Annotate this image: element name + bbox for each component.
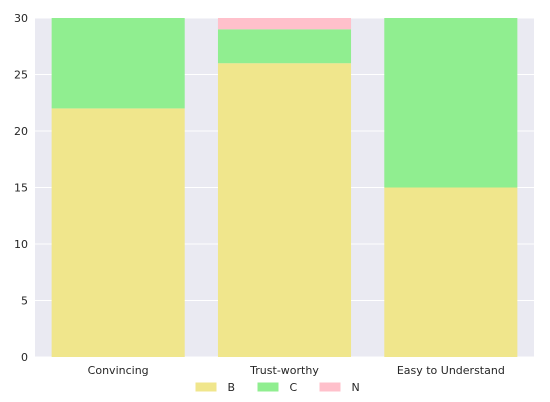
legend-swatch-c [257,382,279,392]
y-tick-label: 5 [21,295,28,308]
x-axis-ticks: Convincing Trust-worthy Easy to Understand [88,364,505,377]
legend-swatch-n [319,382,341,392]
y-tick-label: 0 [21,351,28,364]
legend-label-c: C [290,381,298,394]
legend-label-b: B [228,381,236,394]
x-tick-label: Trust-worthy [249,364,319,377]
bar-c-trust-worthy [217,29,352,64]
y-tick-label: 15 [14,182,28,195]
y-tick-label: 25 [14,69,28,82]
y-tick-label: 20 [14,125,28,138]
bar-b-easy-to-understand [384,187,518,357]
bar-c-easy-to-understand [384,18,518,188]
bar-b-trust-worthy [217,63,352,357]
x-tick-label: Convincing [88,364,149,377]
y-tick-label: 30 [14,12,28,25]
bars [51,18,518,358]
bar-n-trust-worthy [217,18,352,30]
bar-b-convincing [51,108,185,358]
x-tick-label: Easy to Understand [397,364,505,377]
bar-c-convincing [51,18,185,109]
y-axis-ticks: 0 5 10 15 20 25 30 [14,12,28,364]
legend-label-n: N [352,381,360,394]
y-tick-label: 10 [14,238,28,251]
legend-swatch-b [195,382,217,392]
